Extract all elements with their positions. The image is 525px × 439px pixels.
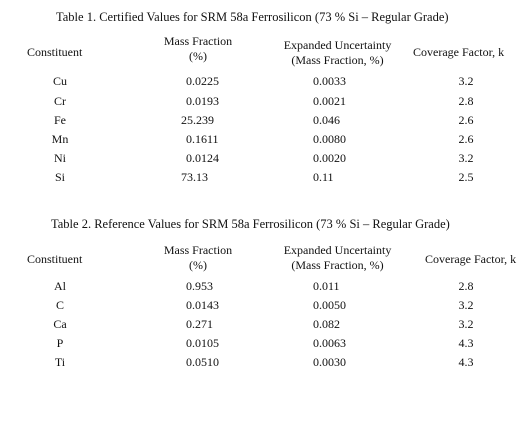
table1-row-cell-coverage: 2.5 xyxy=(458,170,474,184)
table1-row-cell-constituent: Ni xyxy=(54,151,66,165)
table1-row-cell-coverage: 2.6 xyxy=(458,132,474,146)
table1-row-cell-uncertainty: 0.0033 xyxy=(313,74,346,88)
table2-row-cell-coverage: 4.3 xyxy=(458,355,474,369)
table1-header-constituent: Constituent xyxy=(27,45,83,59)
table2-row-cell-coverage: 2.8 xyxy=(458,279,474,293)
table2-row-cell-constituent: Ca xyxy=(53,317,67,331)
table2-row-cell-coverage: 3.2 xyxy=(458,298,474,312)
table2-row-cell-constituent: C xyxy=(55,298,64,312)
table2-row-cell-mass-fraction: 0.0105 xyxy=(186,336,219,350)
table2-header-constituent: Constituent xyxy=(27,252,83,266)
table1-row-cell-mass-fraction: 0.0225 xyxy=(186,74,219,88)
table1-header-uncertainty-line1: Expanded Uncertainty xyxy=(283,38,392,52)
table1-row-cell-mass-fraction: 25.239 xyxy=(181,113,214,127)
table1-row-cell-constituent: Fe xyxy=(54,113,66,127)
table1-row-cell-mass-fraction: 73.13 xyxy=(181,170,208,184)
table2-row-cell-constituent: Al xyxy=(54,279,66,293)
table2-row-cell-constituent: Ti xyxy=(54,355,66,369)
table2-header-uncertainty-line1: Expanded Uncertainty xyxy=(283,243,392,257)
table1-caption: Table 1. Certified Values for SRM 58a Fe… xyxy=(56,10,449,24)
table1-row-cell-uncertainty: 0.046 xyxy=(313,113,340,127)
table1-row-cell-uncertainty: 0.0080 xyxy=(313,132,346,146)
table2-header-coverage: Coverage Factor, k xyxy=(425,252,517,266)
table2-caption: Table 2. Reference Values for SRM 58a Fe… xyxy=(51,217,450,231)
table2-header-mass-fraction: Mass Fraction (%) xyxy=(148,243,248,273)
table2-row-cell-uncertainty: 0.011 xyxy=(313,279,340,293)
table1-row-cell-coverage: 3.2 xyxy=(458,74,474,88)
table2-row-cell-uncertainty: 0.0030 xyxy=(313,355,346,369)
table2-header-uncertainty-line2: (Mass Fraction, %) xyxy=(291,258,384,272)
table1-row-cell-uncertainty: 0.0021 xyxy=(313,94,346,108)
table1-row-cell-constituent: Cr xyxy=(54,94,66,108)
table1-row-cell-coverage: 2.8 xyxy=(458,94,474,108)
table1-row-cell-constituent: Mn xyxy=(51,132,69,146)
table1-row-cell-uncertainty: 0.0020 xyxy=(313,151,346,165)
table2-header-mass-fraction-line1: Mass Fraction xyxy=(163,243,233,257)
table2-row-cell-mass-fraction: 0.0143 xyxy=(186,298,219,312)
table1-row-cell-constituent: Cu xyxy=(52,74,67,88)
table2-row-cell-constituent: P xyxy=(56,336,64,350)
table1-row-cell-constituent: Si xyxy=(54,170,65,184)
table2-row-cell-mass-fraction: 0.271 xyxy=(186,317,213,331)
table2-row-cell-coverage: 4.3 xyxy=(458,336,474,350)
table1-row-cell-mass-fraction: 0.0124 xyxy=(186,151,219,165)
table2-row-cell-coverage: 3.2 xyxy=(458,317,474,331)
table2-row-cell-uncertainty: 0.0050 xyxy=(313,298,346,312)
table1-header-mass-fraction: Mass Fraction (%) xyxy=(148,34,248,64)
table2-row-cell-uncertainty: 0.082 xyxy=(313,317,340,331)
table1-header-uncertainty: Expanded Uncertainty (Mass Fraction, %) xyxy=(270,38,405,68)
table1-row-cell-coverage: 3.2 xyxy=(458,151,474,165)
table2-row-cell-mass-fraction: 0.953 xyxy=(186,279,213,293)
table1-row-cell-mass-fraction: 0.1611 xyxy=(186,132,219,146)
table2-row-cell-mass-fraction: 0.0510 xyxy=(186,355,219,369)
table1-header-mass-fraction-line2: (%) xyxy=(189,49,207,63)
table2-row-cell-uncertainty: 0.0063 xyxy=(313,336,346,350)
table1-row-cell-mass-fraction: 0.0193 xyxy=(186,94,219,108)
table1-header-mass-fraction-line1: Mass Fraction xyxy=(163,34,233,48)
table1-header-coverage: Coverage Factor, k xyxy=(413,45,505,59)
table1-header-uncertainty-line2: (Mass Fraction, %) xyxy=(291,53,384,67)
table1-row-cell-coverage: 2.6 xyxy=(458,113,474,127)
table2-header-mass-fraction-line2: (%) xyxy=(189,258,207,272)
table1-row-cell-uncertainty: 0.11 xyxy=(313,170,334,184)
table2-header-uncertainty: Expanded Uncertainty (Mass Fraction, %) xyxy=(270,243,405,273)
